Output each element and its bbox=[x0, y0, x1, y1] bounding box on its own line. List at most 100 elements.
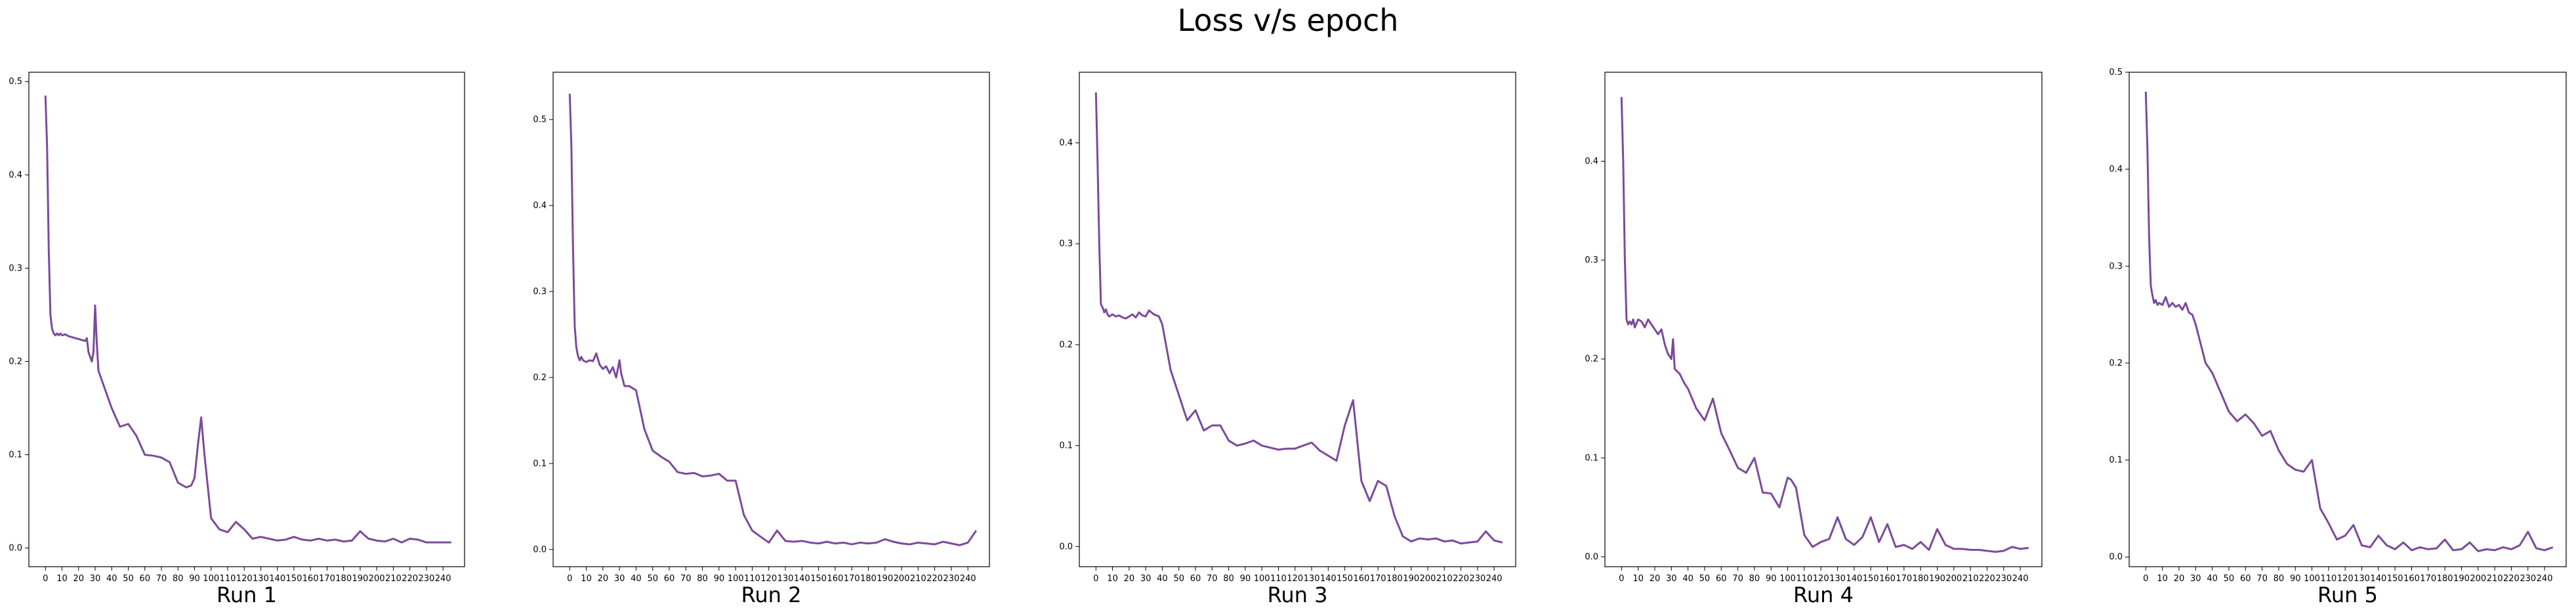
x-tick-label: 240 bbox=[435, 574, 451, 584]
x-tick-label: 20 bbox=[1650, 574, 1661, 584]
x-tick-label: 200 bbox=[2470, 574, 2486, 584]
x-tick-label: 40 bbox=[1157, 574, 1168, 584]
x-tick-label: 220 bbox=[1979, 574, 1995, 584]
x-tick-label: 10 bbox=[1107, 574, 1118, 584]
x-tick-label: 110 bbox=[744, 574, 760, 584]
x-tick-label: 50 bbox=[1699, 574, 1711, 584]
x-tick-label: 120 bbox=[2337, 574, 2354, 584]
y-tick-label: 0.1 bbox=[9, 450, 22, 460]
x-tick-label: 210 bbox=[1436, 574, 1453, 584]
y-tick-label: 0.4 bbox=[9, 170, 22, 180]
x-tick-label: 10 bbox=[581, 574, 592, 584]
x-tick-label: 160 bbox=[302, 574, 319, 584]
x-axis-label: Run 2 bbox=[741, 582, 802, 607]
x-tick-label: 170 bbox=[1896, 574, 1912, 584]
x-tick-label: 130 bbox=[253, 574, 269, 584]
x-tick-label: 160 bbox=[1353, 574, 1369, 584]
x-tick-label: 10 bbox=[1632, 574, 1644, 584]
x-tick-label: 130 bbox=[1829, 574, 1846, 584]
y-tick-label: 0.1 bbox=[1585, 453, 1598, 463]
x-tick-label: 190 bbox=[877, 574, 893, 584]
x-tick-label: 200 bbox=[1945, 574, 1962, 584]
y-tick-label: 0.1 bbox=[533, 459, 547, 469]
y-tick-label: 0.4 bbox=[1585, 157, 1598, 167]
y-tick-label: 0.1 bbox=[2109, 456, 2123, 466]
loss-line-run-2 bbox=[568, 93, 978, 546]
x-tick-label: 190 bbox=[352, 574, 369, 584]
x-tick-label: 30 bbox=[614, 574, 625, 584]
x-tick-label: 100 bbox=[728, 574, 744, 584]
x-tick-label: 110 bbox=[220, 574, 236, 584]
x-tick-label: 50 bbox=[1173, 574, 1184, 584]
x-tick-label: 100 bbox=[1254, 574, 1270, 584]
x-tick-label: 210 bbox=[1963, 574, 1979, 584]
x-tick-label: 80 bbox=[1223, 574, 1234, 584]
y-tick-label: 0.3 bbox=[1059, 239, 1073, 249]
x-tick-label: 0 bbox=[43, 574, 48, 584]
x-tick-label: 70 bbox=[2256, 574, 2268, 584]
x-tick-label: 140 bbox=[269, 574, 285, 584]
x-tick-label: 110 bbox=[1270, 574, 1287, 584]
x-tick-label: 140 bbox=[1846, 574, 1862, 584]
x-tick-label: 30 bbox=[1140, 574, 1152, 584]
y-tick-label: 0.0 bbox=[9, 544, 22, 554]
x-tick-label: 90 bbox=[189, 574, 200, 584]
y-tick-label: 0.3 bbox=[2109, 261, 2123, 271]
axes-frame bbox=[1604, 72, 2043, 567]
x-tick-label: 190 bbox=[2453, 574, 2470, 584]
x-tick-label: 100 bbox=[2304, 574, 2320, 584]
x-tick-label: 130 bbox=[1304, 574, 1320, 584]
x-tick-label: 120 bbox=[236, 574, 253, 584]
loss-line-run-4 bbox=[1620, 97, 2029, 553]
x-tick-label: 230 bbox=[1469, 574, 1485, 584]
x-tick-label: 60 bbox=[1716, 574, 1727, 584]
y-tick-label: 0.3 bbox=[9, 263, 22, 273]
x-tick-label: 240 bbox=[2537, 574, 2553, 584]
x-tick-label: 70 bbox=[1207, 574, 1218, 584]
x-tick-label: 30 bbox=[1666, 574, 1677, 584]
x-tick-label: 230 bbox=[2520, 574, 2536, 584]
subplot-2: 0.0 0.1 0.2 0.3 0.4 0.5 0 10 20 30 40 50 60 70 80 90 100… bbox=[533, 72, 990, 607]
x-tick-label: 60 bbox=[2240, 574, 2251, 584]
x-tick-label: 70 bbox=[156, 574, 167, 584]
x-tick-label: 130 bbox=[2354, 574, 2370, 584]
x-tick-label: 150 bbox=[2387, 574, 2403, 584]
x-tick-label: 40 bbox=[1682, 574, 1693, 584]
x-tick-label: 180 bbox=[1913, 574, 1929, 584]
x-tick-label: 220 bbox=[1453, 574, 1469, 584]
axes-frame bbox=[552, 72, 990, 567]
x-tick-label: 180 bbox=[2437, 574, 2453, 584]
x-tick-label: 50 bbox=[123, 574, 134, 584]
axes-frame bbox=[2129, 72, 2567, 567]
x-tick-label: 80 bbox=[1749, 574, 1760, 584]
y-tick-label: 0.1 bbox=[1059, 441, 1073, 451]
x-tick-label: 230 bbox=[943, 574, 959, 584]
y-tick-label: 0.2 bbox=[9, 357, 22, 366]
x-tick-label: 70 bbox=[1732, 574, 1743, 584]
x-tick-label: 220 bbox=[402, 574, 418, 584]
x-tick-label: 170 bbox=[319, 574, 335, 584]
x-tick-label: 180 bbox=[335, 574, 352, 584]
x-tick-label: 210 bbox=[2487, 574, 2503, 584]
x-tick-label: 10 bbox=[56, 574, 68, 584]
x-tick-label: 70 bbox=[680, 574, 692, 584]
x-tick-label: 150 bbox=[810, 574, 827, 584]
loss-line-run-3 bbox=[1094, 92, 1503, 545]
axes-frame bbox=[1079, 72, 1516, 567]
x-tick-label: 30 bbox=[90, 574, 101, 584]
y-tick-label: 0.2 bbox=[1585, 355, 1598, 364]
x-tick-label: 160 bbox=[1879, 574, 1896, 584]
y-tick-label: 0.2 bbox=[2109, 359, 2123, 368]
x-tick-label: 160 bbox=[2403, 574, 2420, 584]
x-tick-label: 0 bbox=[1093, 574, 1098, 584]
y-tick-label: 0.0 bbox=[1059, 542, 1073, 552]
x-axis-label: Run 1 bbox=[217, 582, 277, 607]
x-tick-label: 40 bbox=[106, 574, 117, 584]
x-tick-label: 60 bbox=[139, 574, 150, 584]
y-tick-label: 0.3 bbox=[533, 287, 547, 297]
x-tick-label: 200 bbox=[369, 574, 385, 584]
x-tick-label: 200 bbox=[894, 574, 910, 584]
y-tick-label: 0.2 bbox=[533, 373, 547, 383]
x-tick-label: 170 bbox=[844, 574, 860, 584]
